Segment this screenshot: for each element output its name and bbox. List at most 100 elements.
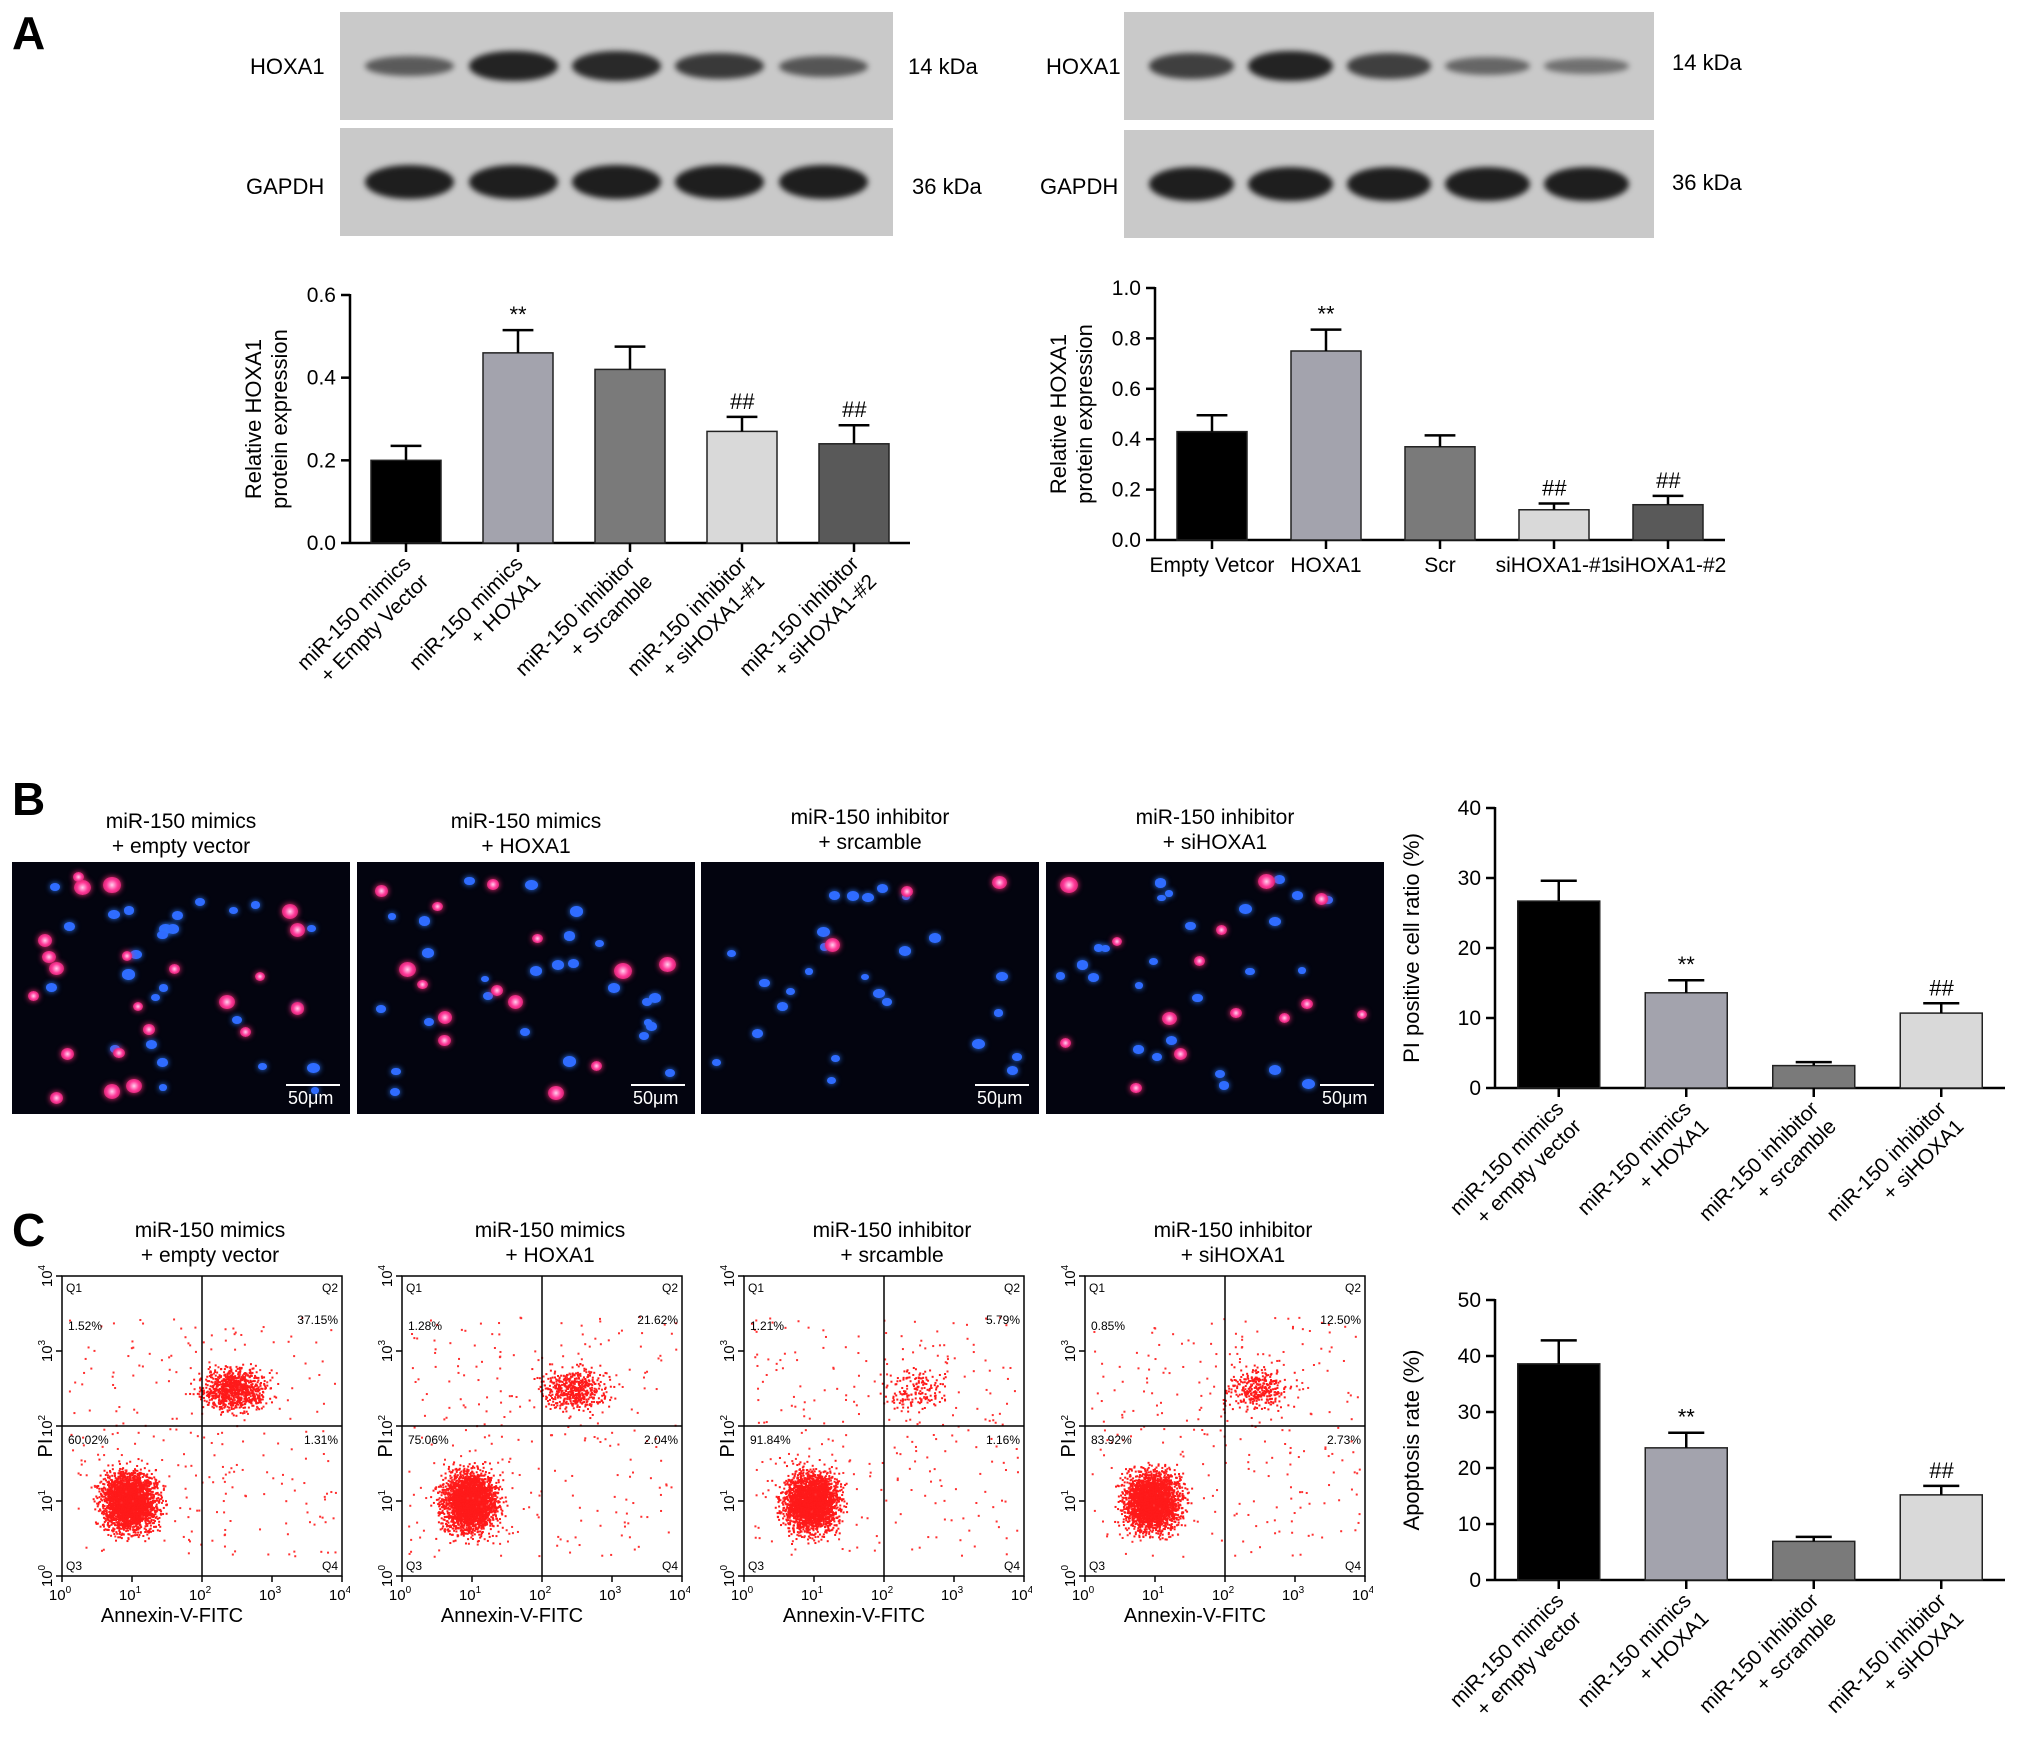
quadrant-percent: 37.15%	[297, 1313, 338, 1327]
fluorescence-micrograph: 50μm	[701, 862, 1039, 1114]
blot-strip-gapdh	[340, 128, 893, 236]
nucleus-blue	[994, 1009, 1004, 1017]
category-label: miR-150 inhibitor+ siHOXA1	[1822, 1589, 1968, 1735]
nucleus-pi-positive	[1257, 873, 1275, 889]
y-tick-label: 50	[1458, 1289, 1481, 1312]
fluorescence-condition-title: miR-150 inhibitor + srcamble	[790, 806, 950, 854]
panel-label-b: B	[12, 773, 46, 825]
x-axis-title: Annexin-V-FITC	[783, 1605, 925, 1627]
quadrant-percent: 1.16%	[986, 1433, 1020, 1447]
nucleus-pi-positive	[1112, 937, 1123, 947]
nucleus-pi-positive	[1315, 892, 1329, 905]
nucleus-blue	[928, 933, 941, 943]
scale-bar	[286, 1084, 340, 1086]
y-tick-label: 10	[1458, 1007, 1481, 1030]
bar	[370, 459, 442, 544]
y-tick-label: 0.2	[307, 449, 336, 472]
y-tick-label: 0.2	[1112, 479, 1141, 502]
nucleus-blue	[1012, 1052, 1022, 1061]
nucleus-pi-positive	[73, 880, 91, 896]
nucleus-blue	[423, 1017, 434, 1026]
y-tick-label: 104	[377, 1264, 396, 1287]
category-label: Scr	[1424, 554, 1456, 577]
nucleus-blue	[418, 916, 431, 926]
nucleus-pi-positive	[1357, 1010, 1368, 1020]
nucleus-blue	[463, 876, 475, 886]
nucleus-blue	[829, 891, 841, 901]
nucleus-blue	[388, 913, 397, 921]
nucleus-blue	[777, 1002, 789, 1011]
nucleus-blue	[1154, 878, 1167, 888]
category-label: miR-150 inhibitor+ scramble	[1695, 1589, 1841, 1735]
bar	[1644, 992, 1728, 1089]
nucleus-blue	[166, 924, 180, 935]
bar	[1518, 509, 1590, 541]
nucleus-blue	[861, 973, 870, 981]
quadrant-percent: 1.28%	[408, 1319, 442, 1333]
nucleus-pi-positive	[438, 1034, 452, 1047]
blot-band	[1445, 57, 1531, 75]
event-dots	[68, 1317, 337, 1558]
quadrant-percent: 75.06%	[408, 1433, 449, 1447]
nucleus-blue	[1245, 967, 1255, 976]
nucleus-pi-positive	[399, 961, 417, 978]
bar	[1772, 1540, 1856, 1581]
y-axis-title: PI positive cell ratio (%)	[1400, 833, 1424, 1063]
nucleus-pi-positive	[532, 933, 543, 944]
quadrant-name: Q1	[66, 1281, 82, 1295]
nucleus-pi-positive	[48, 961, 64, 976]
category-label: miR-150 inhibitor+ srcamble	[1695, 1097, 1841, 1243]
y-tick-label: 40	[1458, 797, 1481, 820]
bar	[1772, 1064, 1856, 1089]
nucleus-blue	[231, 1015, 242, 1024]
x-axis-title: Annexin-V-FITC	[441, 1605, 583, 1627]
fluorescence-condition-title: miR-150 mimics + empty vector	[105, 810, 257, 858]
quadrant-percent: 2.73%	[1327, 1433, 1361, 1447]
nucleus-blue	[108, 909, 120, 919]
nucleus-blue	[827, 1076, 837, 1084]
y-axis-title: Apoptosis rate (%)	[1400, 1350, 1424, 1531]
nucleus-pi-positive	[281, 904, 299, 920]
bar-chart-pi-positive-ratio: 0 10 20 30 40 PI positive cell ratio (%) miR-1…	[1400, 797, 2005, 1243]
nucleus-blue	[562, 1056, 576, 1067]
nucleus-pi-positive	[1060, 877, 1079, 894]
x-axis-title: Annexin-V-FITC	[1124, 1605, 1266, 1627]
category-label: miR-150 mimics+ HOXA1	[1573, 1589, 1713, 1729]
y-tick-label: 0.8	[1112, 327, 1141, 350]
nucleus-blue	[751, 1029, 763, 1039]
y-tick-label: 100	[37, 1564, 56, 1587]
nucleus-pi-positive	[239, 1026, 251, 1037]
y-tick-label: 0.0	[1112, 529, 1141, 552]
nucleus-blue	[551, 959, 565, 970]
nucleus-blue	[529, 965, 543, 976]
nucleus-blue	[1157, 894, 1166, 902]
significance-marker: **	[1678, 1405, 1696, 1430]
nucleus-pi-positive	[126, 1078, 142, 1093]
y-axis-title: PI	[717, 1439, 739, 1458]
significance-marker: ##	[1656, 468, 1681, 493]
nucleus-blue	[228, 907, 239, 915]
category-label: miR-150 mimics+ Empty Vector	[293, 552, 433, 692]
y-tick-label: 104	[1060, 1264, 1079, 1287]
y-tick-label: 101	[37, 1489, 56, 1512]
x-tick-label: 104	[669, 1585, 690, 1604]
category-label: miR-150 mimics+ empty vector	[1446, 1097, 1586, 1237]
y-tick-label: 0.0	[307, 532, 336, 555]
fluorescence-micrograph: 50μm	[357, 862, 695, 1114]
nucleus-pi-positive	[28, 991, 40, 1001]
y-tick-label: 0	[1469, 1077, 1481, 1100]
fluorescence-micrograph: 50μm	[12, 862, 350, 1114]
blot-band	[1544, 167, 1630, 201]
x-tick-label: 102	[871, 1585, 894, 1604]
category-label: siHOXA1-#1	[1496, 554, 1613, 577]
nucleus-blue	[1087, 972, 1100, 982]
significance-marker: **	[1678, 952, 1696, 977]
nucleus-blue	[726, 950, 736, 958]
nucleus-blue	[483, 991, 494, 1001]
bar-chart-hoxa1-vector-sirna: 0.0 0.2 0.4 0.6 0.8 1.0 Relative HOXA1 protein …	[1046, 277, 1726, 577]
nucleus-blue	[158, 1084, 168, 1092]
nucleus-pi-positive	[72, 872, 84, 883]
nucleus-blue	[817, 927, 830, 937]
bar	[706, 430, 778, 544]
nucleus-blue	[1135, 982, 1144, 989]
